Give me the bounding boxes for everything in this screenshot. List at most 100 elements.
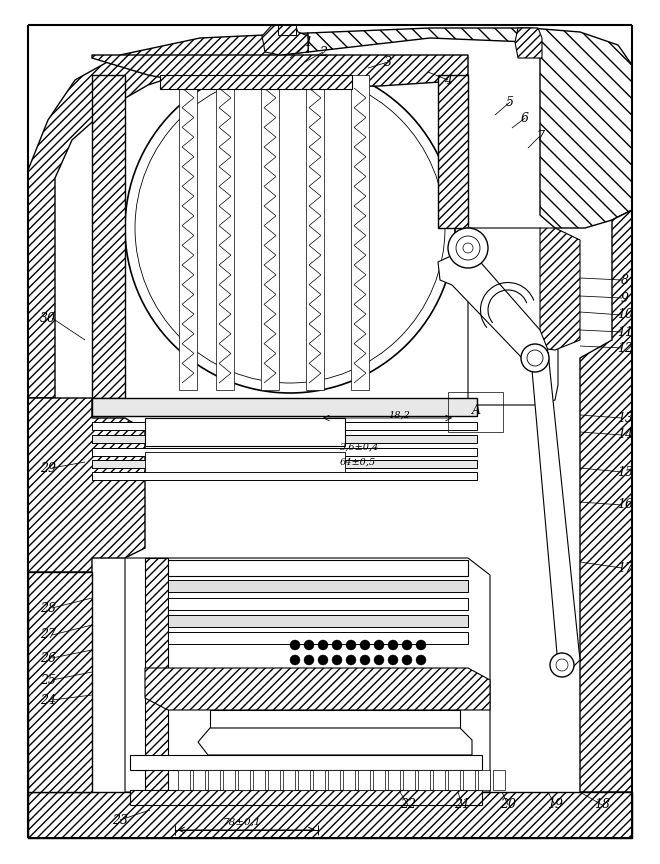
Bar	[145, 418, 345, 446]
Bar	[92, 460, 477, 468]
Polygon shape	[145, 558, 168, 792]
Circle shape	[290, 655, 300, 665]
Polygon shape	[532, 352, 580, 668]
Circle shape	[125, 63, 455, 393]
Bar	[388, 770, 400, 790]
Polygon shape	[216, 75, 234, 390]
Bar	[478, 770, 490, 790]
Circle shape	[463, 243, 473, 253]
Circle shape	[527, 350, 543, 366]
Circle shape	[456, 236, 480, 260]
Text: 12: 12	[617, 341, 633, 354]
Bar	[433, 770, 445, 790]
Bar	[238, 770, 250, 790]
Bar	[278, 25, 296, 35]
Circle shape	[304, 640, 314, 650]
Circle shape	[304, 655, 314, 665]
Bar	[168, 615, 468, 627]
Polygon shape	[351, 75, 369, 390]
Polygon shape	[28, 572, 92, 792]
Text: 18,2: 18,2	[388, 410, 410, 420]
Bar	[168, 560, 468, 576]
Polygon shape	[262, 25, 308, 55]
Bar	[358, 770, 370, 790]
Polygon shape	[92, 55, 468, 87]
Text: 14: 14	[617, 429, 633, 442]
Polygon shape	[125, 558, 490, 792]
Polygon shape	[28, 398, 145, 572]
Circle shape	[332, 655, 342, 665]
Bar	[223, 770, 235, 790]
Text: 26: 26	[40, 651, 56, 664]
Text: 11: 11	[617, 326, 633, 339]
Circle shape	[346, 655, 356, 665]
Bar	[160, 75, 352, 89]
Text: 5: 5	[506, 96, 514, 109]
Text: 6: 6	[521, 111, 529, 124]
Circle shape	[374, 655, 384, 665]
Polygon shape	[261, 75, 279, 390]
Circle shape	[388, 640, 398, 650]
Text: 28: 28	[40, 601, 56, 614]
Polygon shape	[28, 398, 55, 792]
Text: 15: 15	[617, 466, 633, 479]
Circle shape	[360, 655, 370, 665]
Circle shape	[318, 655, 328, 665]
Bar	[253, 770, 265, 790]
Bar	[373, 770, 385, 790]
Text: 18: 18	[594, 798, 610, 811]
Text: 29: 29	[40, 461, 56, 474]
Text: 1: 1	[304, 35, 312, 48]
Circle shape	[550, 653, 574, 677]
Bar	[178, 770, 190, 790]
Polygon shape	[468, 228, 558, 405]
Bar	[448, 392, 503, 432]
Polygon shape	[28, 33, 308, 398]
Text: 64±0,5: 64±0,5	[340, 458, 376, 467]
Polygon shape	[580, 210, 632, 792]
Bar	[328, 770, 340, 790]
Text: 17: 17	[617, 562, 633, 575]
Bar	[92, 472, 477, 480]
Bar	[298, 770, 310, 790]
Text: 25: 25	[40, 674, 56, 687]
Text: 9: 9	[621, 291, 629, 304]
Circle shape	[521, 344, 549, 372]
Text: 16: 16	[617, 499, 633, 511]
Polygon shape	[198, 728, 472, 755]
Bar	[283, 770, 295, 790]
Polygon shape	[145, 668, 490, 710]
Polygon shape	[28, 25, 632, 838]
Circle shape	[556, 659, 568, 671]
Circle shape	[448, 228, 488, 268]
Bar	[168, 580, 468, 592]
Polygon shape	[540, 228, 580, 350]
Circle shape	[402, 655, 412, 665]
Text: 24: 24	[40, 694, 56, 707]
Text: 23: 23	[112, 814, 128, 827]
Bar	[145, 452, 345, 472]
Bar	[493, 770, 505, 790]
Bar	[463, 770, 475, 790]
Text: 13: 13	[617, 411, 633, 424]
Circle shape	[388, 655, 398, 665]
Text: 30: 30	[40, 312, 56, 325]
Polygon shape	[179, 75, 197, 390]
Text: 10: 10	[617, 308, 633, 321]
Circle shape	[374, 640, 384, 650]
Circle shape	[135, 73, 445, 383]
Bar	[193, 770, 205, 790]
Bar	[168, 632, 468, 644]
Text: 78±0,1: 78±0,1	[223, 817, 261, 827]
Circle shape	[346, 640, 356, 650]
Circle shape	[332, 640, 342, 650]
Text: 27: 27	[40, 628, 56, 641]
Text: 4: 4	[444, 73, 452, 86]
Polygon shape	[306, 75, 324, 390]
Bar	[403, 770, 415, 790]
Text: 22: 22	[400, 798, 416, 811]
Circle shape	[402, 640, 412, 650]
Text: A: A	[471, 403, 480, 416]
Circle shape	[416, 640, 426, 650]
Text: 8: 8	[621, 274, 629, 287]
